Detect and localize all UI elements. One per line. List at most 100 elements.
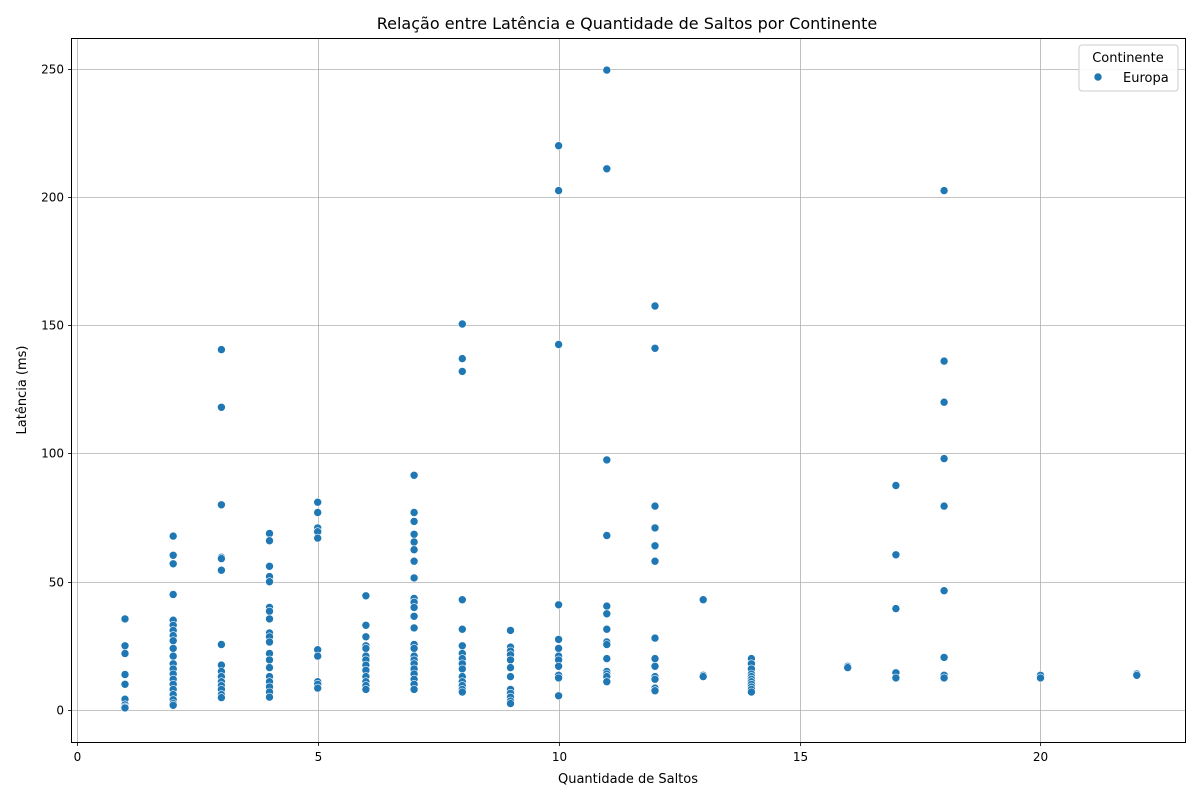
data-point bbox=[361, 632, 371, 642]
data-points bbox=[120, 65, 1142, 713]
data-point bbox=[265, 577, 274, 587]
data-point bbox=[554, 141, 563, 150]
legend-marker-europa bbox=[1093, 72, 1103, 82]
y-tick-label: 100 bbox=[41, 447, 64, 461]
data-point bbox=[217, 500, 226, 510]
data-point bbox=[650, 654, 660, 663]
data-point bbox=[747, 687, 756, 697]
data-point bbox=[217, 402, 226, 412]
data-point bbox=[554, 186, 563, 195]
data-point bbox=[554, 340, 563, 349]
data-point bbox=[409, 529, 419, 539]
data-point bbox=[409, 537, 419, 547]
data-point bbox=[409, 573, 419, 583]
y-tick-label: 50 bbox=[49, 576, 64, 590]
legend-label-europa: Europa bbox=[1123, 71, 1169, 86]
data-point bbox=[457, 595, 467, 605]
data-point bbox=[217, 554, 226, 563]
y-axis-ticks: 0 50 100 150 200 250 bbox=[41, 63, 72, 718]
data-point bbox=[891, 481, 901, 490]
data-point bbox=[602, 609, 612, 619]
data-point bbox=[265, 614, 274, 624]
data-point bbox=[650, 301, 660, 311]
data-point bbox=[409, 611, 419, 621]
data-point bbox=[361, 591, 371, 601]
chart-title: Relação entre Latência e Quantidade de S… bbox=[377, 14, 878, 33]
data-point bbox=[554, 635, 563, 644]
data-point bbox=[506, 699, 515, 708]
data-point bbox=[265, 536, 274, 546]
data-point bbox=[168, 559, 178, 569]
data-point bbox=[939, 673, 949, 683]
data-point bbox=[120, 679, 130, 689]
data-point bbox=[891, 550, 901, 560]
data-point bbox=[602, 455, 612, 465]
data-point bbox=[457, 641, 467, 651]
grid-lines bbox=[72, 38, 1185, 742]
data-point bbox=[554, 600, 563, 610]
data-point bbox=[891, 604, 901, 613]
data-point bbox=[265, 606, 274, 616]
data-point bbox=[554, 661, 563, 671]
data-point bbox=[602, 654, 612, 663]
data-point bbox=[602, 677, 612, 687]
legend: Continente Europa bbox=[1078, 44, 1179, 92]
data-point bbox=[939, 653, 949, 662]
data-point bbox=[361, 620, 371, 630]
data-point bbox=[650, 343, 660, 353]
data-point bbox=[939, 397, 949, 407]
data-point bbox=[602, 624, 612, 634]
x-axis-label: Quantidade de Saltos bbox=[558, 772, 698, 787]
legend-frame bbox=[1078, 44, 1179, 92]
data-point bbox=[409, 556, 419, 566]
data-point bbox=[313, 683, 323, 693]
data-point bbox=[939, 356, 949, 366]
data-point bbox=[409, 545, 419, 555]
data-point bbox=[939, 186, 949, 195]
data-point bbox=[120, 641, 130, 651]
data-point bbox=[409, 644, 419, 653]
data-point bbox=[457, 664, 467, 674]
data-point bbox=[361, 685, 371, 694]
x-tick-label: 15 bbox=[793, 750, 808, 764]
x-tick-label: 5 bbox=[315, 750, 323, 764]
x-tick-label: 20 bbox=[1033, 750, 1048, 764]
plot-frame bbox=[71, 38, 1186, 743]
data-point bbox=[457, 687, 467, 697]
data-point bbox=[265, 663, 274, 672]
data-point bbox=[168, 590, 178, 599]
y-tick-label: 0 bbox=[56, 704, 64, 718]
data-point bbox=[409, 623, 419, 633]
data-point bbox=[120, 614, 130, 624]
y-tick-label: 200 bbox=[41, 191, 64, 205]
data-point bbox=[168, 550, 178, 560]
data-point bbox=[265, 655, 274, 665]
data-point bbox=[650, 541, 660, 551]
data-point bbox=[120, 703, 130, 713]
data-point bbox=[650, 686, 660, 696]
data-point bbox=[506, 626, 515, 635]
x-tick-label: 0 bbox=[74, 750, 82, 764]
data-point bbox=[939, 586, 949, 596]
x-tick-label: 10 bbox=[552, 750, 567, 764]
data-point bbox=[313, 533, 323, 543]
data-point bbox=[409, 508, 419, 517]
data-point bbox=[650, 674, 660, 684]
data-point bbox=[409, 603, 419, 612]
data-point bbox=[602, 601, 612, 611]
y-tick-label: 150 bbox=[41, 319, 64, 333]
data-point bbox=[602, 164, 612, 174]
data-point bbox=[1036, 673, 1045, 683]
data-point bbox=[217, 345, 226, 354]
data-point bbox=[217, 640, 226, 649]
data-point bbox=[313, 508, 323, 517]
data-point bbox=[650, 523, 660, 533]
data-point bbox=[650, 556, 660, 566]
data-point bbox=[650, 633, 660, 643]
data-point bbox=[265, 692, 274, 702]
data-point bbox=[602, 531, 612, 540]
data-point bbox=[1132, 670, 1142, 680]
y-axis-label: Latência (ms) bbox=[15, 346, 30, 435]
